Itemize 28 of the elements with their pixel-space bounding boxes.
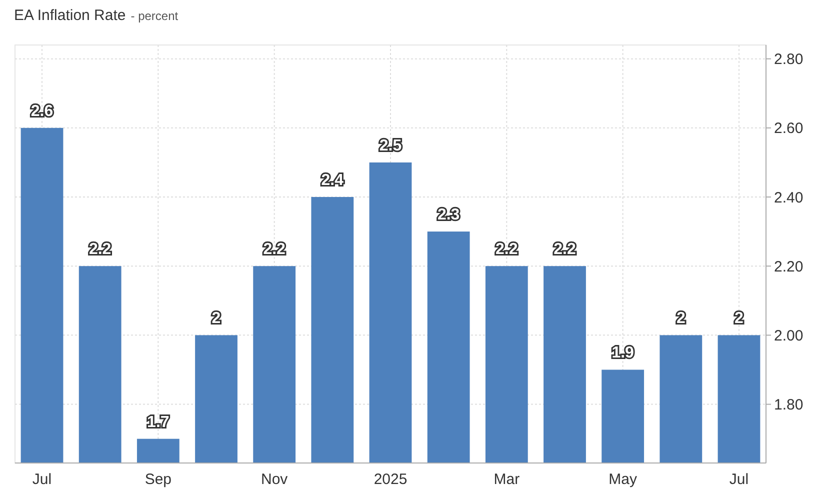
x-tick-label: Jul: [729, 471, 749, 488]
chart-title: EA Inflation Rate: [14, 7, 126, 24]
data-label: 2.6: [30, 102, 54, 120]
data-label: 2.3: [437, 206, 460, 224]
y-tick-label: 2.80: [774, 51, 804, 68]
data-label: 2.2: [263, 241, 286, 258]
y-tick-label: 2.00: [774, 327, 804, 344]
data-label: 2: [734, 310, 744, 328]
x-tick-label: Nov: [260, 471, 288, 488]
data-label: 2.4: [321, 172, 344, 189]
x-tick-label: Mar: [494, 471, 520, 488]
data-label: 2.2: [496, 241, 518, 258]
x-tick-label: May: [608, 471, 638, 488]
x-tick-label: Jul: [32, 471, 52, 488]
data-label: 2: [676, 310, 686, 328]
data-label: 1.7: [147, 414, 170, 431]
y-tick-label: 2.20: [774, 258, 804, 276]
y-tick-label: 2.40: [774, 189, 804, 206]
x-tick-label: 2025: [374, 471, 408, 488]
data-label: 1.9: [612, 344, 634, 362]
x-tick-label: Sep: [144, 471, 172, 488]
data-label: 2.5: [379, 137, 402, 154]
data-label: 2.2: [88, 241, 112, 258]
chart-subtitle: - percent: [130, 9, 179, 23]
y-tick-label: 1.80: [774, 396, 804, 414]
y-tick-label: 2.60: [774, 120, 804, 138]
data-label: 2: [212, 310, 221, 328]
data-label: 2.2: [554, 241, 576, 258]
